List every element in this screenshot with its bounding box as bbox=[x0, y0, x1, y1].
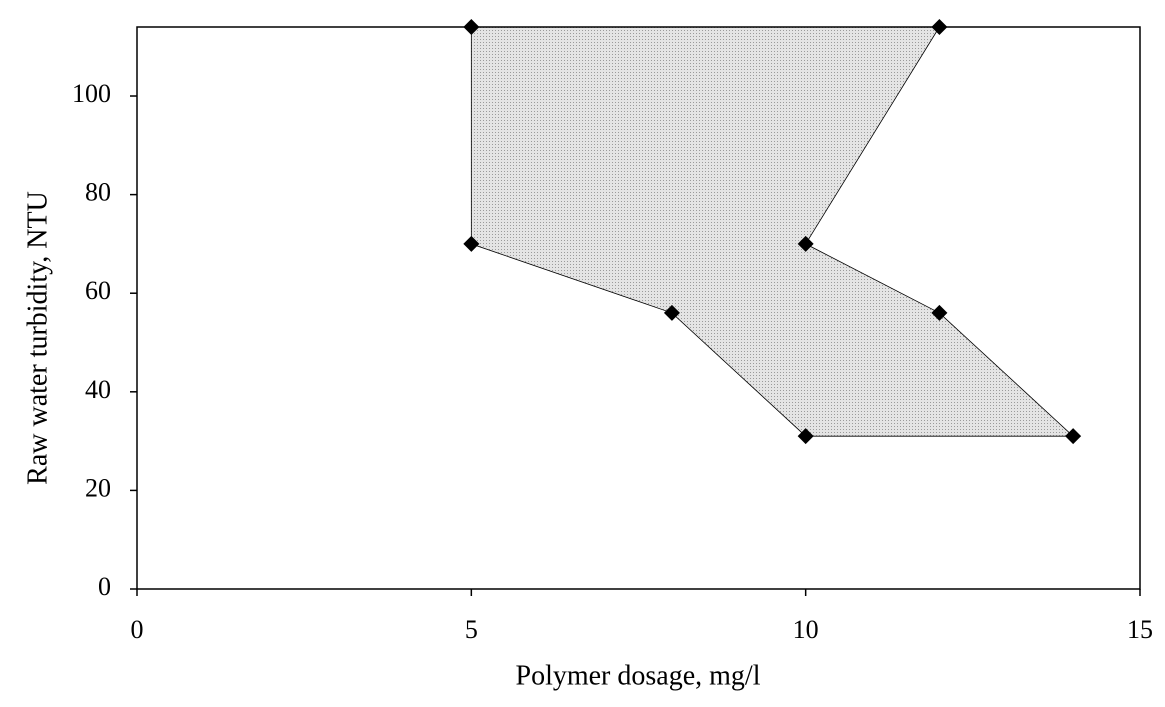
x-axis-title: Polymer dosage, mg/l bbox=[516, 660, 761, 691]
y-tick-label: 100 bbox=[72, 79, 111, 108]
x-tick-label: 15 bbox=[1127, 615, 1153, 644]
marker bbox=[663, 304, 680, 321]
y-tick-label: 60 bbox=[85, 276, 111, 305]
region bbox=[470, 26, 1075, 437]
marker bbox=[463, 235, 480, 252]
y-tick-label: 0 bbox=[98, 572, 111, 601]
x-tick-label: 5 bbox=[465, 615, 478, 644]
y-axis-title: Raw water turbidity, NTU bbox=[22, 191, 53, 485]
x-tick-label: 10 bbox=[793, 615, 819, 644]
y-tick-label: 80 bbox=[85, 178, 111, 207]
y-tick-label: 20 bbox=[85, 473, 111, 502]
marker bbox=[1065, 428, 1082, 445]
plot-frame bbox=[136, 26, 1141, 590]
marker bbox=[797, 428, 814, 445]
marker bbox=[797, 235, 814, 252]
y-tick-label: 40 bbox=[85, 375, 111, 404]
marker bbox=[931, 304, 948, 321]
x-tick-label: 0 bbox=[131, 615, 144, 644]
